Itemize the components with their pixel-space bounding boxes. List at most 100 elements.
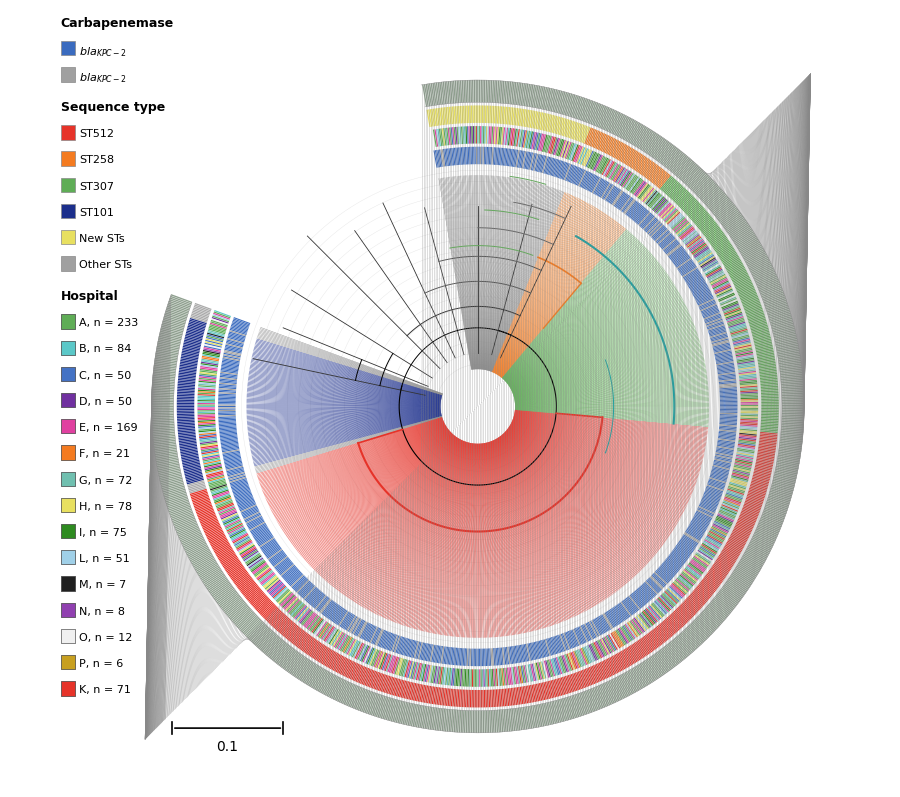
Polygon shape bbox=[488, 669, 490, 686]
Polygon shape bbox=[510, 149, 514, 167]
Polygon shape bbox=[707, 572, 722, 583]
Polygon shape bbox=[384, 698, 392, 720]
Polygon shape bbox=[224, 559, 239, 570]
Polygon shape bbox=[566, 143, 573, 159]
Polygon shape bbox=[153, 370, 176, 374]
Polygon shape bbox=[363, 623, 371, 639]
Polygon shape bbox=[704, 264, 720, 273]
Polygon shape bbox=[644, 190, 656, 204]
Polygon shape bbox=[198, 397, 215, 398]
Polygon shape bbox=[219, 424, 237, 426]
Polygon shape bbox=[234, 489, 250, 496]
Polygon shape bbox=[684, 233, 698, 245]
Polygon shape bbox=[639, 639, 650, 654]
Polygon shape bbox=[202, 353, 220, 357]
Polygon shape bbox=[559, 118, 565, 135]
Polygon shape bbox=[651, 167, 662, 183]
Polygon shape bbox=[690, 560, 706, 571]
Polygon shape bbox=[513, 108, 517, 125]
Polygon shape bbox=[550, 701, 556, 724]
Polygon shape bbox=[225, 561, 240, 571]
Polygon shape bbox=[188, 324, 205, 330]
Polygon shape bbox=[199, 375, 217, 378]
Polygon shape bbox=[270, 611, 283, 625]
Polygon shape bbox=[267, 548, 282, 559]
Polygon shape bbox=[701, 185, 718, 201]
Polygon shape bbox=[683, 269, 699, 280]
Polygon shape bbox=[198, 420, 215, 422]
Polygon shape bbox=[709, 531, 725, 540]
Polygon shape bbox=[760, 518, 781, 528]
Polygon shape bbox=[187, 326, 204, 332]
Polygon shape bbox=[346, 662, 356, 678]
Polygon shape bbox=[739, 438, 756, 442]
Polygon shape bbox=[232, 320, 249, 327]
Polygon shape bbox=[525, 110, 529, 127]
Polygon shape bbox=[752, 475, 770, 480]
Polygon shape bbox=[593, 104, 603, 126]
Polygon shape bbox=[351, 618, 361, 634]
Polygon shape bbox=[629, 177, 640, 192]
Polygon shape bbox=[578, 649, 586, 665]
Polygon shape bbox=[677, 544, 692, 555]
Polygon shape bbox=[616, 629, 626, 645]
Polygon shape bbox=[240, 505, 256, 512]
Polygon shape bbox=[440, 128, 444, 146]
Polygon shape bbox=[301, 583, 313, 597]
Polygon shape bbox=[625, 149, 634, 164]
Polygon shape bbox=[202, 454, 220, 459]
Polygon shape bbox=[264, 576, 278, 588]
Polygon shape bbox=[532, 705, 537, 728]
Polygon shape bbox=[454, 147, 456, 165]
Polygon shape bbox=[450, 148, 453, 166]
Polygon shape bbox=[219, 426, 237, 429]
Polygon shape bbox=[737, 450, 754, 455]
Polygon shape bbox=[575, 97, 584, 119]
Polygon shape bbox=[599, 662, 608, 678]
Polygon shape bbox=[191, 313, 208, 320]
Polygon shape bbox=[484, 711, 486, 732]
Polygon shape bbox=[376, 673, 383, 690]
Polygon shape bbox=[619, 195, 630, 210]
Polygon shape bbox=[770, 317, 792, 325]
Polygon shape bbox=[760, 384, 778, 387]
Polygon shape bbox=[699, 614, 716, 630]
Polygon shape bbox=[176, 522, 197, 532]
Polygon shape bbox=[418, 663, 422, 681]
Polygon shape bbox=[643, 637, 653, 652]
Polygon shape bbox=[302, 662, 314, 681]
Polygon shape bbox=[180, 446, 197, 450]
Polygon shape bbox=[502, 128, 505, 145]
Polygon shape bbox=[220, 380, 237, 383]
Polygon shape bbox=[241, 505, 257, 514]
Polygon shape bbox=[162, 322, 184, 329]
Polygon shape bbox=[569, 143, 576, 160]
Polygon shape bbox=[717, 365, 734, 369]
Polygon shape bbox=[540, 112, 544, 130]
Polygon shape bbox=[742, 246, 762, 258]
Polygon shape bbox=[633, 618, 643, 633]
Polygon shape bbox=[503, 148, 506, 166]
Polygon shape bbox=[189, 320, 206, 326]
Polygon shape bbox=[519, 83, 523, 105]
Polygon shape bbox=[634, 617, 646, 631]
Polygon shape bbox=[662, 621, 675, 635]
Polygon shape bbox=[371, 627, 379, 644]
Polygon shape bbox=[634, 591, 647, 604]
Polygon shape bbox=[641, 585, 652, 599]
Polygon shape bbox=[749, 317, 766, 324]
Polygon shape bbox=[740, 384, 758, 387]
Polygon shape bbox=[688, 204, 702, 217]
Polygon shape bbox=[255, 565, 269, 577]
Polygon shape bbox=[223, 597, 241, 612]
Polygon shape bbox=[473, 649, 475, 666]
Polygon shape bbox=[618, 652, 628, 668]
Polygon shape bbox=[717, 514, 734, 523]
Polygon shape bbox=[498, 80, 501, 103]
Polygon shape bbox=[230, 529, 246, 538]
Polygon shape bbox=[686, 598, 700, 611]
Polygon shape bbox=[229, 603, 247, 618]
Polygon shape bbox=[735, 349, 752, 354]
Polygon shape bbox=[718, 246, 734, 257]
Polygon shape bbox=[515, 108, 518, 125]
